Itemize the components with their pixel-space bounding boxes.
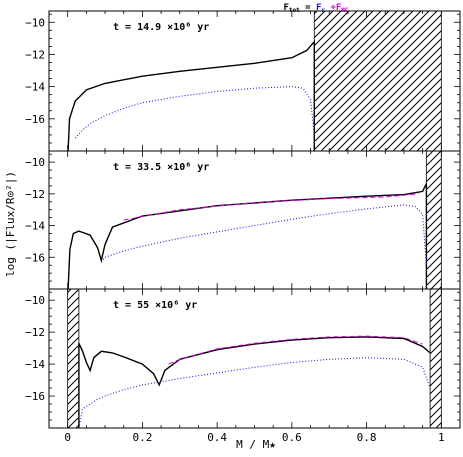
panel-3: −10 −12 −14 −16 t = 55 ×10⁶ yr [25,288,461,429]
x-tick-label: 0.4 [207,431,227,444]
y-tick-label: −14 [25,81,45,94]
panel-frame [48,288,461,429]
y-tick-label: −10 [25,16,45,29]
panel-frame [48,150,461,290]
panels: −10 −12 −14 −16 t = 14.9 ×10⁶ yr −10 −12 −14 −16… [25,10,461,444]
panel-2: −10 −12 −14 −16 t = 33.5 ×10⁶ yr [25,150,461,290]
y-tick-label: −14 [25,358,45,371]
hatched-region-1 [67,289,80,428]
y-tick-label: −10 [25,294,45,307]
series-f-r-line [74,86,315,139]
x-tick-label: 0.2 [132,431,152,444]
x-tick-label: 0.6 [282,431,302,444]
y-tick-label: −16 [25,251,45,264]
series-f-tot-line [67,39,315,151]
series-f-r-line [100,204,427,266]
x-tick-label: 1 [438,431,445,444]
series-f-mc-line [168,335,423,365]
series-f-tot-line [67,183,428,289]
y-tick-label: −16 [25,113,45,126]
y-tick-label: −10 [25,156,45,169]
x-axis-label: M / M★ [236,438,276,451]
series-f-tot-line [78,336,431,428]
panel-1: −10 −12 −14 −16 t = 14.9 ×10⁶ yr [25,10,461,152]
panel-time-label: t = 33.5 ×10⁶ yr [113,162,209,173]
y-tick-label: −16 [25,390,45,403]
hatched-region-1 [425,151,442,289]
series-f-mc-line [123,193,419,221]
series-f-r-line [78,357,431,428]
panel-time-label: t = 55 ×10⁶ yr [113,300,197,311]
y-axis-label: log (|Flux/R⊙²|) [4,171,17,277]
hatched-region-2 [429,289,442,428]
y-tick-label: −12 [25,48,45,61]
panel-time-label: t = 14.9 ×10⁶ yr [113,22,209,33]
x-tick-label: 0 [64,431,71,444]
y-tick-label: −14 [25,220,45,233]
y-tick-label: −12 [25,326,45,339]
y-tick-label: −12 [25,188,45,201]
x-tick-label: 0.8 [357,431,377,444]
hatched-region-1 [313,11,442,151]
